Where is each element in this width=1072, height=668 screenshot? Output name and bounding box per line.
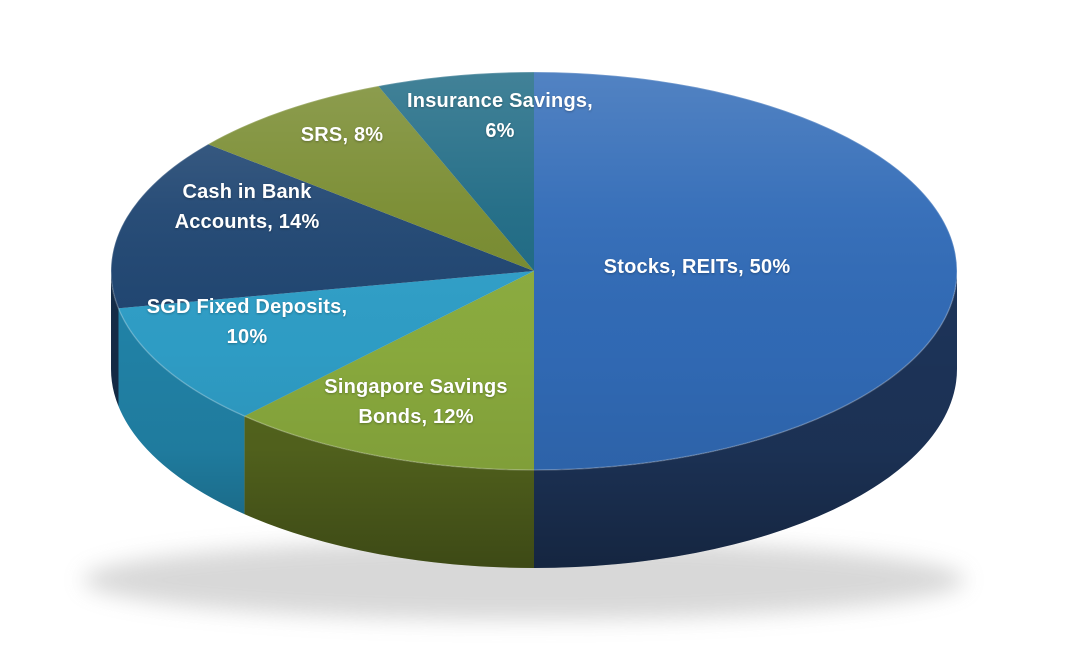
pie-sheen-overlay	[111, 72, 957, 470]
pie-drop-shadow	[83, 540, 965, 620]
wall-shading-overlay	[111, 271, 957, 568]
